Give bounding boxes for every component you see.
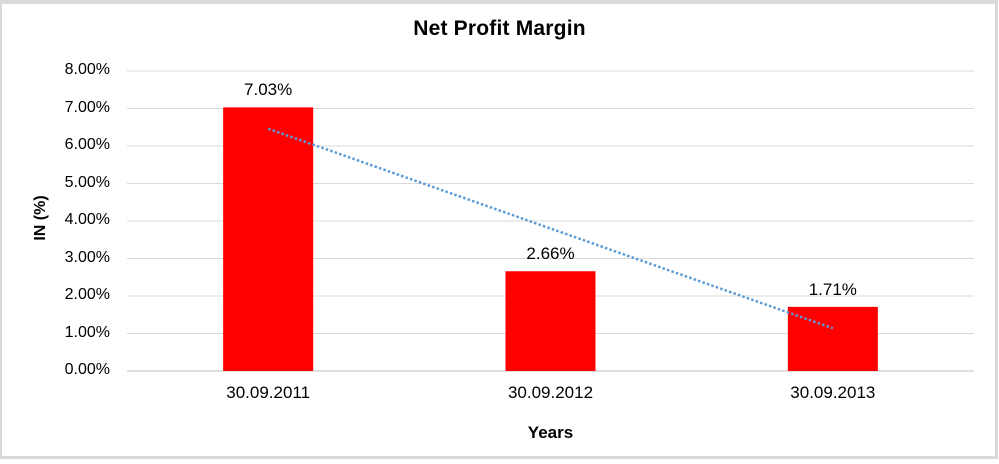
y-tick-label: 1.00% [64,323,110,341]
y-tick-label: 0.00% [64,361,110,378]
y-tick-label: 3.00% [64,248,110,266]
bar-30.09.2012 [505,271,596,371]
y-tick-label: 8.00% [64,61,110,78]
bar-value-label: 2.66% [526,244,575,264]
bar-value-label: 7.03% [244,80,293,100]
y-tick-label: 7.00% [64,98,110,116]
y-tick-label: 5.00% [64,173,110,191]
bar-30.09.2013 [787,306,878,371]
x-category-label: 30.09.2012 [507,383,594,402]
bar-value-label: 1.71% [808,279,857,299]
chart-title: Net Profit Margin [413,17,586,40]
y-tick-label: 6.00% [64,136,110,153]
x-axis-title: Years [527,423,574,442]
x-category-label: 30.09.2011 [226,383,311,402]
bar-30.09.2011 [223,107,314,371]
x-category-label: 30.09.2013 [790,383,876,402]
y-tick-label: 2.00% [64,286,110,303]
y-tick-label: 4.00% [64,211,110,228]
trendline [267,127,834,330]
